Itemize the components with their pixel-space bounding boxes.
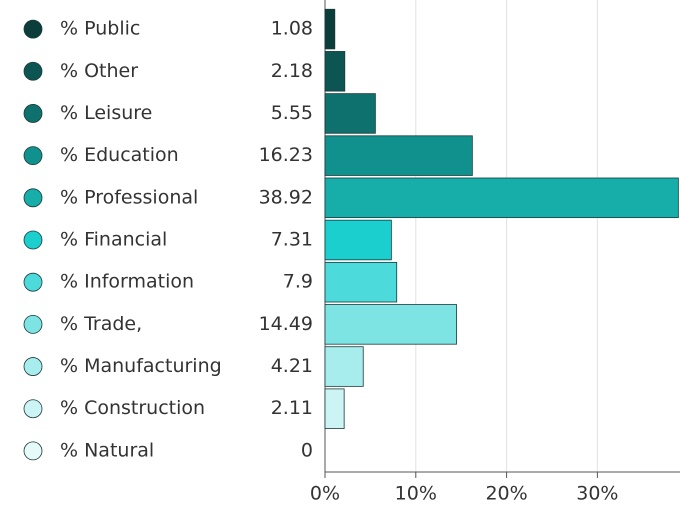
legend-swatch xyxy=(23,146,43,166)
bar xyxy=(324,346,364,387)
legend-swatch xyxy=(23,19,43,39)
x-tick-label: 10% xyxy=(395,483,437,505)
legend-swatch xyxy=(23,272,43,292)
bar xyxy=(324,261,398,303)
legend-swatch xyxy=(23,441,43,461)
category-label: % Trade, xyxy=(60,313,142,335)
value-label: 38.92 xyxy=(259,186,313,208)
value-label: 14.49 xyxy=(259,313,313,335)
value-label: 1.08 xyxy=(271,18,313,40)
legend-swatch xyxy=(23,188,43,208)
category-label: % Information xyxy=(60,271,194,293)
legend-swatch xyxy=(23,230,43,250)
bar xyxy=(324,304,457,345)
legend-swatch xyxy=(23,104,43,123)
value-label: 2.11 xyxy=(271,397,313,419)
value-label: 7.31 xyxy=(271,229,313,251)
bar xyxy=(324,8,336,50)
bar xyxy=(324,388,345,429)
value-label: 5.55 xyxy=(271,102,313,124)
legend-swatch xyxy=(23,357,43,376)
value-label: 16.23 xyxy=(259,144,313,166)
category-label: % Professional xyxy=(60,186,198,208)
legend-swatch xyxy=(23,399,43,419)
category-label: % Natural xyxy=(60,439,154,461)
category-label: % Financial xyxy=(60,229,167,251)
category-label: % Education xyxy=(60,144,179,166)
category-label: % Leisure xyxy=(60,102,152,124)
category-label: % Public xyxy=(60,18,140,40)
category-label: % Manufacturing xyxy=(60,355,222,377)
x-tick-label: 30% xyxy=(576,483,618,505)
legend-swatch xyxy=(23,314,43,334)
bar xyxy=(324,93,376,134)
bar xyxy=(324,177,679,219)
bar xyxy=(324,51,346,92)
x-tick-label: 0% xyxy=(310,483,340,505)
value-label: 7.9 xyxy=(283,271,313,293)
bar xyxy=(324,135,473,176)
bar xyxy=(324,219,392,261)
value-label: 2.18 xyxy=(271,60,313,82)
value-label: 4.21 xyxy=(271,355,313,377)
legend-swatch xyxy=(23,61,43,81)
x-tick-label: 20% xyxy=(485,483,527,505)
value-label: 0 xyxy=(301,439,313,461)
category-label: % Construction xyxy=(60,397,205,419)
category-label: % Other xyxy=(60,60,138,82)
